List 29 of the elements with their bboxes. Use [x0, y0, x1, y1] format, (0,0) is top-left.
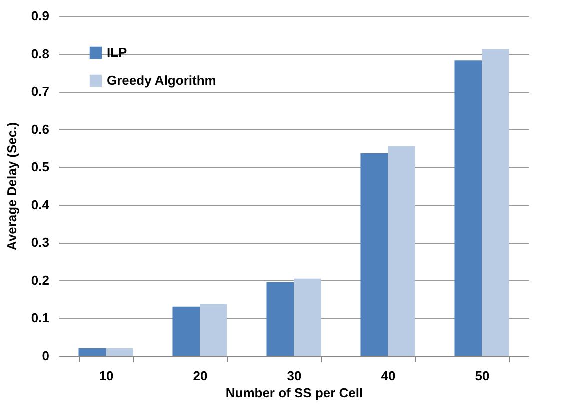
bar [106, 348, 134, 356]
x-tick-label: 40 [381, 368, 396, 384]
legend-label: ILP [107, 45, 128, 60]
bar [360, 154, 388, 356]
bar [266, 282, 294, 356]
x-tick-label: 10 [99, 368, 114, 384]
y-tick-label: 0.2 [31, 272, 50, 288]
bar [78, 348, 106, 356]
bar [454, 60, 482, 356]
y-tick-label: 0.7 [31, 84, 50, 100]
y-tick-label: 0.9 [31, 8, 50, 24]
bar [294, 278, 322, 356]
y-tick-label: 0.6 [31, 122, 50, 137]
y-tick-label: 0.8 [31, 46, 50, 62]
y-tick-label: 0 [42, 348, 50, 364]
x-tick-label: 50 [475, 368, 490, 384]
bar [172, 306, 200, 356]
y-tick-label: 0.4 [31, 197, 50, 212]
x-tick-label: 20 [193, 368, 208, 384]
bar [388, 146, 416, 356]
y-tick-label: 0.1 [31, 310, 50, 326]
x-axis-title: Number of SS per Cell [226, 386, 364, 400]
x-tick-label: 30 [287, 368, 302, 384]
bar [200, 304, 228, 356]
legend-label: Greedy Algorithm [107, 73, 216, 88]
y-tick-label: 0.5 [31, 160, 50, 175]
y-tick-label: 0.3 [31, 235, 50, 250]
y-axis-title: Average Delay (Sec.) [4, 122, 20, 251]
bar [482, 49, 510, 356]
